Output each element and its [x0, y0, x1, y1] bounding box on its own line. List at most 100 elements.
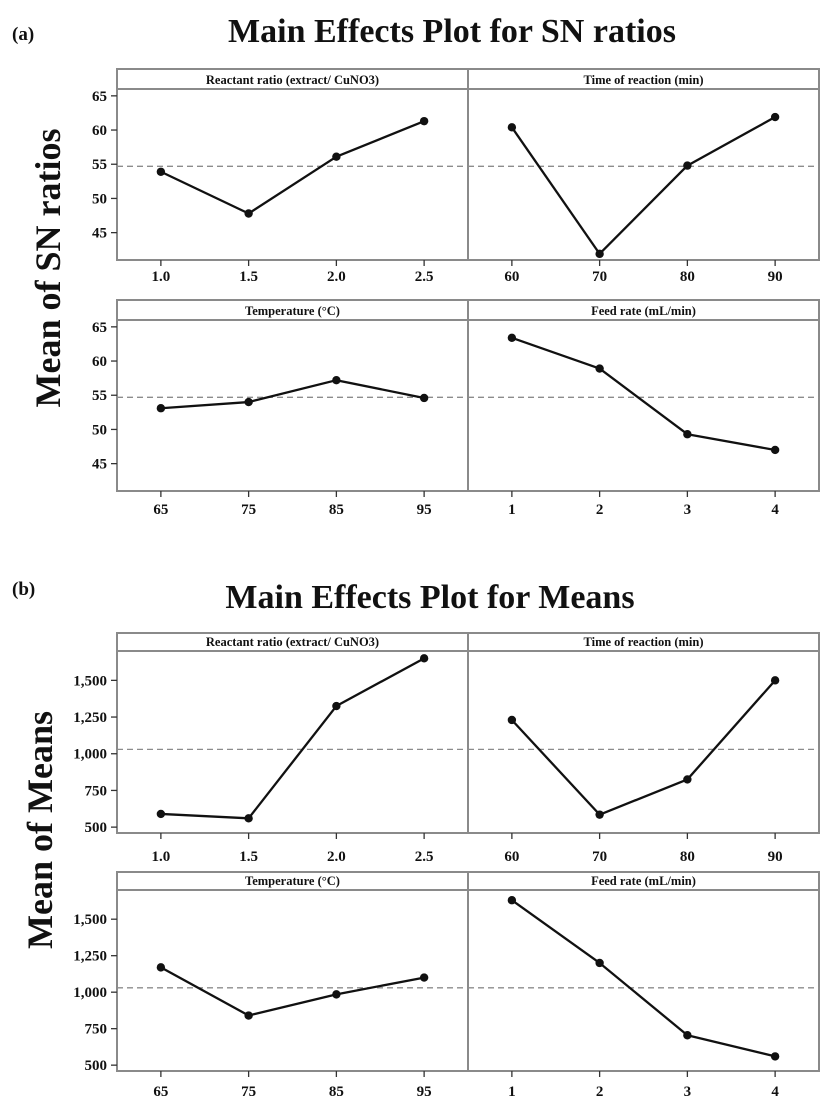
plot-panels: Reactant ratio (extract/ CuNO3) 45 50 55 60 6… [73, 68, 820, 1100]
y-tick-label: 1,250 [73, 949, 107, 965]
panel-frame [116, 650, 469, 834]
panel-strip-label: Reactant ratio (extract/ CuNO3) [206, 635, 379, 649]
series-line [160, 966, 250, 1017]
data-point [156, 963, 166, 972]
y-tick-label: 500 [85, 820, 108, 836]
x-tick-label: 80 [680, 269, 695, 285]
series-line [599, 778, 688, 816]
data-point [332, 990, 341, 999]
panel-strip-label: Temperature (°C) [245, 874, 340, 888]
x-tick-label: 4 [771, 1084, 779, 1100]
y-tick-label: 45 [92, 457, 107, 473]
data-point [595, 364, 604, 373]
data-point [595, 958, 604, 968]
panel-frame [116, 319, 469, 492]
x-tick-label: 75 [241, 1084, 256, 1100]
x-tick-label: 4 [771, 502, 779, 518]
series-line [160, 812, 249, 820]
x-tick-label: 1.0 [152, 849, 171, 865]
x-tick-label: 65 [153, 1084, 168, 1100]
x-tick-label: 2.5 [415, 849, 434, 865]
data-point [244, 1011, 253, 1020]
series-line [598, 164, 689, 255]
panel-frame [467, 319, 820, 492]
panel-0-1: Time of reaction (min) 60 70 80 90 [467, 68, 820, 285]
y-tick-label: 1,500 [73, 673, 107, 689]
y-tick-label: 60 [92, 354, 107, 370]
series-line [686, 116, 776, 167]
panel-strip-label: Feed rate (mL/min) [591, 304, 696, 318]
figure-a-title: Main Effects Plot for SN ratios [228, 13, 676, 50]
x-tick-label: 75 [241, 502, 256, 518]
x-tick-label: 90 [768, 849, 783, 865]
data-point [244, 397, 253, 407]
data-point [683, 430, 692, 439]
y-tick-label: 750 [85, 1022, 108, 1038]
figure-b-ylabel: Mean of Means [20, 711, 60, 949]
data-point [683, 161, 692, 170]
series-line [247, 705, 338, 820]
x-tick-label: 60 [504, 269, 519, 285]
data-point [244, 209, 253, 218]
panel-1-0: Reactant ratio (extract/ CuNO3) 500 750 1,0… [73, 632, 469, 865]
panel-strip-label: Temperature (°C) [245, 304, 340, 318]
series-line [248, 993, 337, 1017]
series-line [598, 962, 689, 1037]
x-tick-label: 85 [329, 502, 344, 518]
series-line [160, 170, 250, 215]
panel-0-0: Reactant ratio (extract/ CuNO3) 45 50 55 60 6… [92, 68, 469, 285]
figure-a-ylabel: Mean of SN ratios [28, 129, 68, 408]
data-point [507, 896, 517, 905]
x-tick-label: 2 [596, 502, 604, 518]
series-line [248, 379, 337, 404]
series-line [510, 126, 601, 255]
panel-strip-label: Time of reaction (min) [583, 635, 703, 649]
data-point [595, 810, 604, 819]
data-point [770, 445, 780, 455]
data-point [156, 404, 166, 413]
y-tick-label: 50 [92, 422, 107, 438]
figure-b-label: (b) [12, 579, 35, 600]
series-line [687, 433, 776, 452]
data-point [419, 116, 429, 126]
y-tick-label: 55 [92, 388, 107, 404]
panel-0-3: Feed rate (mL/min) 1 2 3 4 [467, 299, 820, 518]
series-line [335, 120, 425, 158]
y-tick-label: 1,250 [73, 710, 107, 726]
panel-frame [116, 889, 469, 1072]
series-line [335, 657, 425, 708]
data-point [770, 1052, 780, 1061]
x-tick-label: 80 [680, 849, 695, 865]
data-point [595, 249, 604, 259]
data-point [507, 333, 517, 342]
panel-frame [116, 88, 469, 261]
data-point [507, 123, 517, 132]
panel-frame [467, 650, 820, 834]
x-tick-label: 3 [684, 1084, 692, 1100]
data-point [507, 715, 517, 725]
data-point [419, 393, 429, 403]
series-line [598, 367, 689, 436]
panel-frame [467, 88, 820, 261]
x-tick-label: 70 [592, 849, 607, 865]
data-point [683, 775, 692, 784]
x-tick-label: 2 [596, 1084, 604, 1100]
y-tick-label: 1,500 [73, 912, 107, 928]
data-point [156, 167, 166, 176]
y-tick-label: 45 [92, 226, 107, 242]
series-line [336, 976, 425, 996]
x-tick-label: 85 [329, 1084, 344, 1100]
x-tick-label: 65 [153, 502, 168, 518]
data-point [770, 676, 780, 685]
y-tick-label: 65 [92, 320, 107, 336]
panel-strip-label: Feed rate (mL/min) [591, 874, 696, 888]
series-line [511, 899, 601, 964]
y-tick-label: 500 [85, 1058, 108, 1074]
x-tick-label: 1.5 [239, 849, 258, 865]
y-tick-label: 50 [92, 191, 107, 207]
data-point [244, 814, 253, 823]
data-point [332, 701, 341, 711]
figure-b-title: Main Effects Plot for Means [225, 579, 634, 616]
series-line [511, 336, 601, 370]
